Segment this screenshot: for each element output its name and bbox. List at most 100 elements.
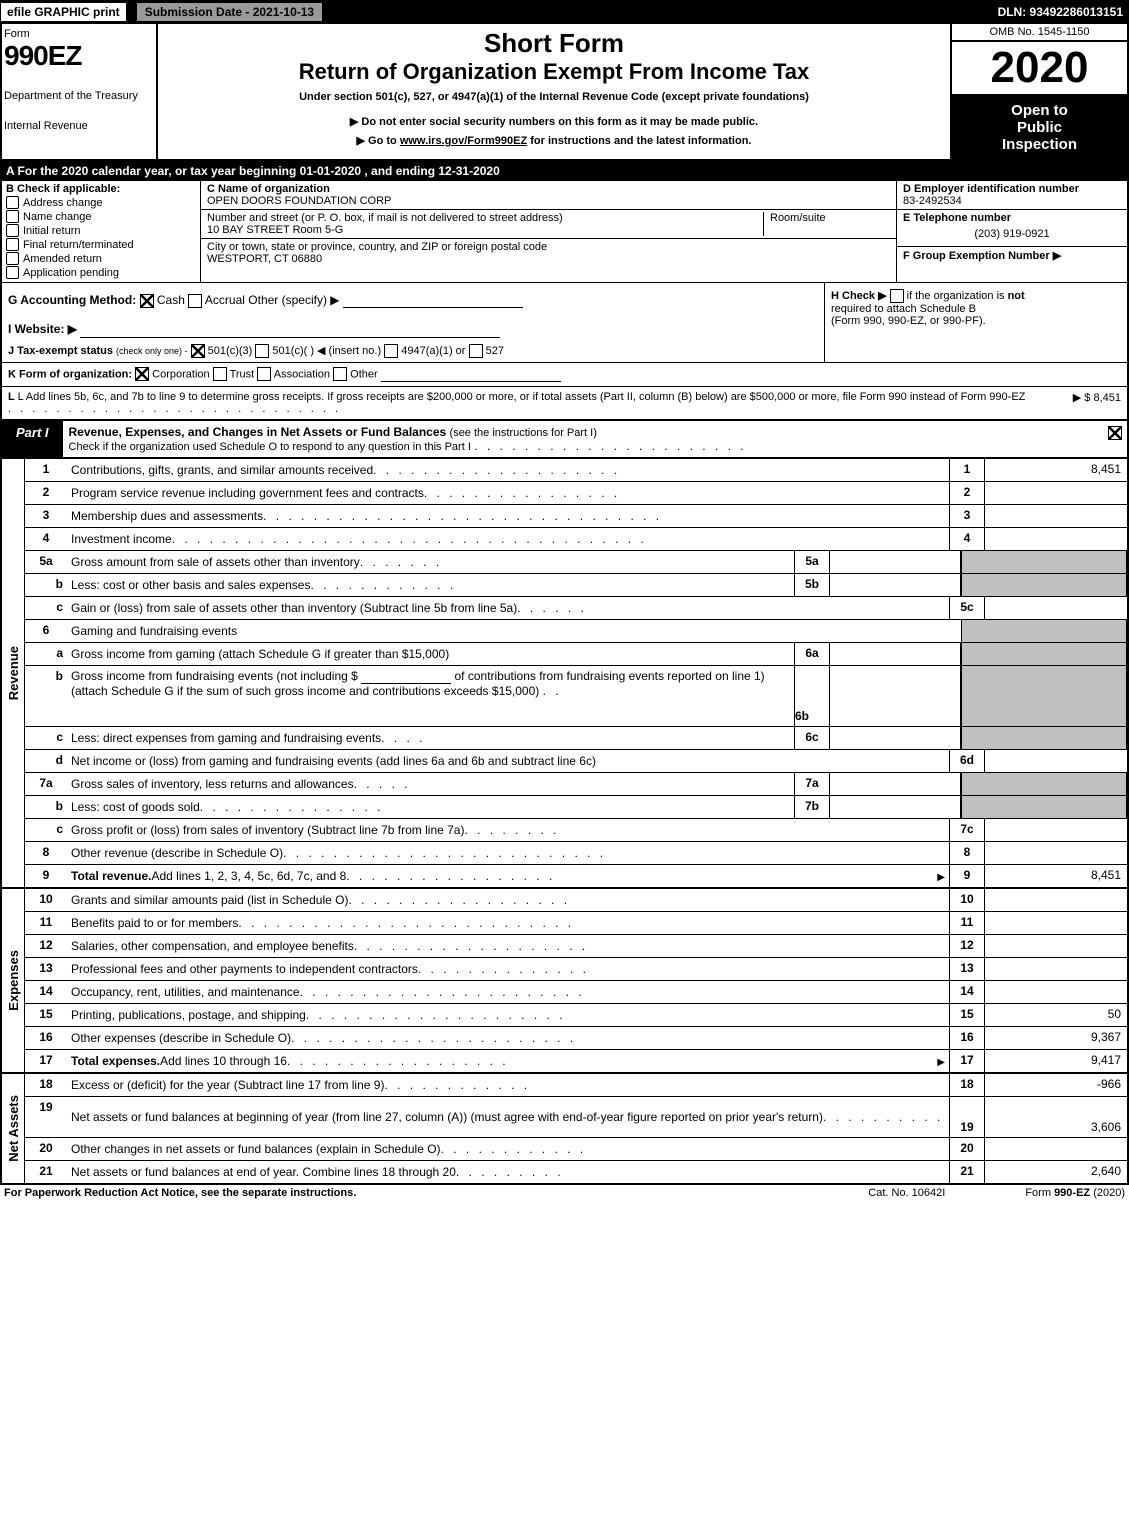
ein-label: D Employer identification number [903,183,1121,195]
department-label: Department of the Treasury [4,90,154,102]
telephone-value: (203) 919-0921 [903,224,1121,244]
line-6c: c Less: direct expenses from gaming and … [25,727,1127,750]
checkbox-final-return[interactable] [6,238,19,251]
footer-left: For Paperwork Reduction Act Notice, see … [4,1187,356,1199]
line-10: 10 Grants and similar amounts paid (list… [25,889,1127,912]
line-17: 17 Total expenses. Add lines 10 through … [25,1050,1127,1072]
row-a-tax-year: A For the 2020 calendar year, or tax yea… [0,161,1129,181]
short-form-title: Short Form [164,28,944,59]
submission-date-badge: Submission Date - 2021-10-13 [135,1,324,23]
checkbox-4947[interactable] [384,344,398,358]
line-4-value [985,528,1127,550]
line-9: 9 Total revenue. Add lines 1, 2, 3, 4, 5… [25,865,1127,887]
checkbox-association[interactable] [257,367,271,381]
website-label: I Website: ▶ [8,322,77,336]
b-item-3: Final return/terminated [23,239,134,251]
line-6d: d Net income or (loss) from gaming and f… [25,750,1127,773]
section-b: B Check if applicable: Address change Na… [2,181,201,282]
row-g: G Accounting Method: Cash Accrual Other … [2,283,824,362]
line-1-value: 8,451 [985,459,1127,481]
line-19-value: 3,606 [985,1097,1127,1137]
street-label: Number and street (or P. O. box, if mail… [207,212,763,224]
net-assets-vtab-text: Net Assets [6,1095,21,1162]
goto-suffix: for instructions and the latest informat… [530,135,751,147]
omb-number: OMB No. 1545-1150 [952,24,1127,42]
checkbox-h[interactable] [890,289,904,303]
line-18: 18 Excess or (deficit) for the year (Sub… [25,1074,1127,1097]
b-item-4: Amended return [23,253,102,265]
checkbox-part1-schedule-o[interactable] [1108,426,1122,440]
h-text3: required to attach Schedule B [831,303,976,315]
fundraising-contrib-input[interactable] [361,669,451,684]
line-12: 12 Salaries, other compensation, and emp… [25,935,1127,958]
expenses-section: Expenses 10 Grants and similar amounts p… [0,889,1129,1074]
checkbox-501c[interactable] [255,344,269,358]
public-text: Public [952,119,1127,136]
b-item-1: Name change [23,211,92,223]
section-bcdef: B Check if applicable: Address change Na… [0,181,1129,283]
other-org-input[interactable] [381,367,561,382]
goto-prefix: ▶ Go to [357,135,400,147]
row-l-text: L Add lines 5b, 6c, and 7b to line 9 to … [18,391,1026,403]
ein-value: 83-2492534 [903,195,1121,207]
line-13: 13 Professional fees and other payments … [25,958,1127,981]
revenue-vtab-text: Revenue [6,646,21,700]
opt-501c3: 501(c)(3) [208,345,253,357]
line-7b: b Less: cost of goods sold . . . . . . .… [25,796,1127,819]
row-h: H Check ▶ if the organization is not req… [824,283,1127,362]
header-right: OMB No. 1545-1150 2020 Open to Public In… [950,24,1127,159]
checkbox-527[interactable] [469,344,483,358]
opt-trust: Trust [230,368,255,380]
checkbox-name-change[interactable] [6,210,19,223]
checkbox-trust[interactable] [213,367,227,381]
h-not: not [1008,290,1025,302]
checkbox-accrual[interactable] [188,294,202,308]
checkbox-other-org[interactable] [333,367,347,381]
line-21: 21 Net assets or fund balances at end of… [25,1161,1127,1183]
checkbox-application-pending[interactable] [6,266,19,279]
part-1-header: Part I Revenue, Expenses, and Changes in… [0,421,1129,459]
revenue-vtab: Revenue [2,459,25,887]
line-6: 6 Gaming and fundraising events [25,620,1127,643]
form-org-label: K Form of organization: [8,368,132,380]
line-6a: a Gross income from gaming (attach Sched… [25,643,1127,666]
checkbox-address-change[interactable] [6,196,19,209]
section-b-label: B Check if applicable: [6,183,196,195]
other-specify-input[interactable] [343,293,523,308]
opt-4947: 4947(a)(1) or [401,345,465,357]
checkbox-corporation[interactable] [135,367,149,381]
open-to-text: Open to [952,102,1127,119]
opt-other: Other [350,368,378,380]
do-not-enter-text: ▶ Do not enter social security numbers o… [164,115,944,128]
goto-link[interactable]: www.irs.gov/Form990EZ [400,135,527,147]
opt-corporation: Corporation [152,368,209,380]
tax-exempt-sub: (check only one) - [116,346,188,356]
row-k: K Form of organization: Corporation Trus… [0,363,1129,387]
checkbox-initial-return[interactable] [6,224,19,237]
top-bar: efile GRAPHIC print Submission Date - 20… [0,0,1129,24]
footer: For Paperwork Reduction Act Notice, see … [0,1183,1129,1201]
line-9-value: 8,451 [985,865,1127,887]
line-5c-value [985,597,1127,619]
line-8-value [985,842,1127,864]
website-input[interactable] [80,323,500,338]
form-number: 990EZ [4,40,154,72]
line-20-value [985,1138,1127,1160]
checkbox-amended-return[interactable] [6,252,19,265]
row-l: L L Add lines 5b, 6c, and 7b to line 9 t… [0,387,1129,421]
part-1-title: Revenue, Expenses, and Changes in Net As… [63,421,1103,457]
checkbox-501c3[interactable] [191,344,205,358]
efile-print-button[interactable]: efile GRAPHIC print [0,2,127,22]
checkbox-cash[interactable] [140,294,154,308]
line-7c: c Gross profit or (loss) from sales of i… [25,819,1127,842]
part-1-tab: Part I [2,421,63,457]
line-5b: b Less: cost or other basis and sales ex… [25,574,1127,597]
line-11: 11 Benefits paid to or for members . . .… [25,912,1127,935]
footer-cat-no: Cat. No. 10642I [868,1187,945,1199]
open-public-badge: Open to Public Inspection [952,96,1127,159]
line-11-value [985,912,1127,934]
telephone-label: E Telephone number [903,212,1121,224]
tax-year: 2020 [952,42,1127,96]
line-3: 3 Membership dues and assessments . . . … [25,505,1127,528]
line-14-value [985,981,1127,1003]
